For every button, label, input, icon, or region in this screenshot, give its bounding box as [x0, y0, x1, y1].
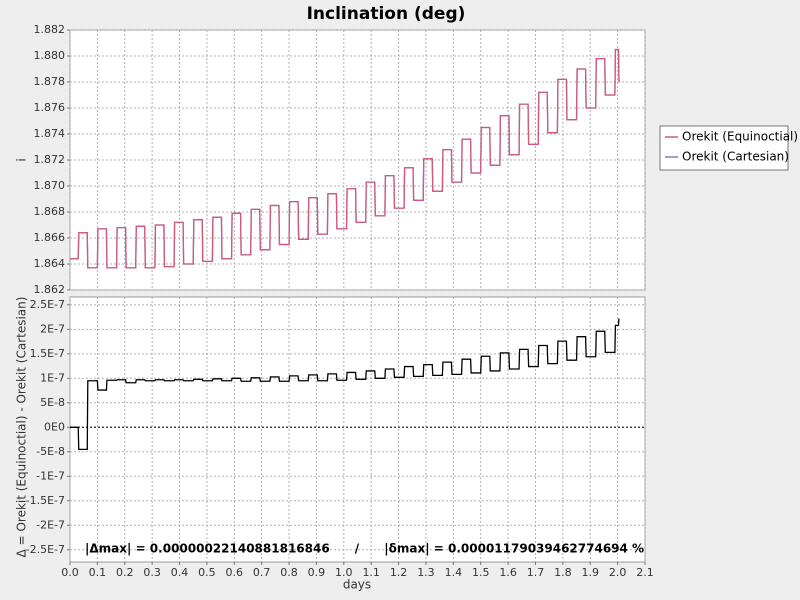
y-tick-label: -5E-8: [36, 445, 65, 458]
y-tick-label: 1.5E-7: [30, 347, 65, 360]
y-tick-label: 1.876: [34, 101, 66, 114]
x-tick-label: 0.7: [253, 566, 271, 579]
x-axis-label: days: [343, 578, 371, 592]
legend-box: [659, 125, 789, 171]
x-tick-label: 1.2: [390, 566, 408, 579]
legend-label: Orekit (Equinoctial): [682, 130, 798, 144]
x-tick-label: 0.0: [61, 566, 79, 579]
y-tick-label: 0E0: [44, 420, 65, 433]
y-tick-label: 1.864: [34, 257, 66, 270]
y-tick-label: 2.5E-7: [30, 298, 65, 311]
y-tick-label: 1.862: [34, 283, 66, 296]
x-tick-label: 1.0: [335, 566, 353, 579]
y-tick-label: -2E-7: [36, 518, 65, 531]
y-tick-label: 1.880: [34, 49, 66, 62]
annotation: |Δmax| = 0.00000022140881816846 / |δmax|…: [85, 542, 644, 556]
x-tick-label: 1.8: [554, 566, 572, 579]
x-tick-label: 1.4: [445, 566, 463, 579]
x-tick-label: 1.6: [499, 566, 517, 579]
y-tick-label: -1.5E-7: [26, 494, 65, 507]
y-tick-label: 1.870: [34, 179, 66, 192]
y-axis-label: i: [15, 158, 29, 161]
y-tick-label: 5E-8: [40, 396, 65, 409]
x-tick-label: 1.5: [472, 566, 490, 579]
data-line: [70, 318, 620, 450]
y-tick-label: -1E-7: [36, 469, 65, 482]
x-tick-label: 1.7: [527, 566, 545, 579]
y-tick-label: 1.866: [34, 231, 66, 244]
plot-area: [69, 29, 646, 291]
x-tick-label: 0.6: [226, 566, 244, 579]
y-tick-label: 1.878: [34, 75, 66, 88]
y-axis-label: Δ = Orekit (Equinoctial) - Orekit (Carte…: [15, 297, 29, 558]
x-tick-label: 0.9: [308, 566, 326, 579]
data-line: [70, 48, 620, 269]
y-tick-label: 1.874: [34, 127, 66, 140]
x-tick-label: 2.0: [609, 566, 627, 579]
x-tick-label: 0.3: [143, 566, 161, 579]
y-tick-label: 1.868: [34, 205, 66, 218]
x-tick-label: 1.1: [362, 566, 380, 579]
x-tick-label: 0.1: [89, 566, 107, 579]
y-tick-label: 1.872: [34, 153, 66, 166]
x-tick-label: 2.1: [636, 566, 654, 579]
y-tick-label: -2.5E-7: [26, 543, 65, 556]
x-tick-label: 0.2: [116, 566, 134, 579]
x-tick-label: 0.4: [171, 566, 189, 579]
y-tick-label: 1E-7: [40, 371, 65, 384]
x-tick-label: 1.3: [417, 566, 435, 579]
x-tick-label: 0.5: [198, 566, 216, 579]
x-tick-label: 0.8: [280, 566, 298, 579]
y-tick-label: 2E-7: [40, 322, 65, 335]
plot-area: [69, 296, 646, 563]
x-tick-label: 1.9: [581, 566, 599, 579]
y-tick-label: 1.882: [34, 23, 66, 36]
chart-title: Inclination (deg): [307, 4, 466, 24]
legend-label: Orekit (Cartesian): [682, 150, 789, 164]
